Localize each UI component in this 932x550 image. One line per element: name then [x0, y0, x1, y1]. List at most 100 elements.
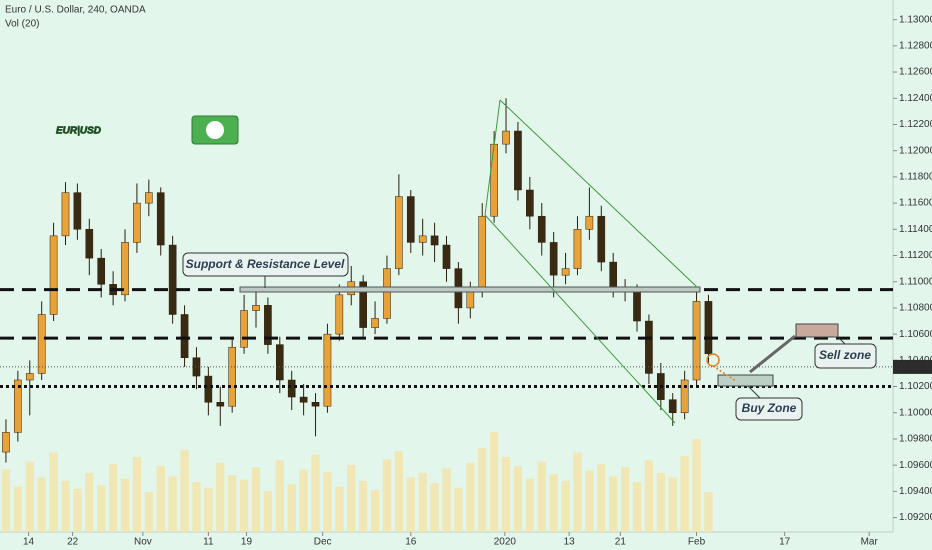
annotation: Buy Zone: [742, 401, 797, 415]
volume-bar: [120, 478, 130, 532]
volume-bar: [573, 452, 582, 532]
volume-bar: [537, 461, 546, 532]
volume-bar: [406, 477, 415, 532]
volume-bar: [228, 475, 237, 532]
volume-bar: [704, 492, 713, 532]
callout-line: [747, 385, 761, 399]
volume-bar: [299, 469, 308, 532]
channel-side: [484, 99, 501, 216]
x-tick-label: 22: [67, 537, 79, 548]
volume-bar: [49, 452, 58, 532]
volume-bar: [358, 480, 368, 532]
volume-bar: [311, 454, 320, 532]
volume-bar: [180, 450, 189, 532]
x-tick-label: 11: [203, 537, 214, 548]
candle-body: [549, 242, 558, 276]
candle-body: [335, 294, 344, 335]
buy-zone-box: [717, 374, 774, 387]
y-tick-label: 1.11400: [899, 224, 932, 235]
arrow-down: [712, 365, 737, 382]
x-tick-label: Dec: [314, 537, 332, 548]
volume-bar: [597, 463, 606, 532]
volume-bar: [37, 477, 46, 532]
volume-bar: [454, 487, 463, 532]
volume-bar: [680, 455, 689, 532]
drawings: Support & Resistance Level Sell zone Buy…: [56, 99, 877, 424]
volume-bar: [323, 471, 332, 532]
volume-bar: [442, 468, 451, 532]
y-tick-label: 1.13000: [899, 14, 932, 25]
volume-bar: [204, 487, 213, 532]
volume-bar: [668, 477, 677, 532]
candle-body: [502, 130, 510, 145]
channel-upper: [499, 99, 698, 288]
volume-bar: [525, 478, 535, 532]
chart-title: Euro / U.S. Dollar, 240, OANDA: [5, 5, 146, 16]
x-tick-label: 13: [564, 537, 576, 548]
candle-body: [371, 318, 379, 328]
candle-body: [418, 235, 427, 243]
y-tick-label: 1.10600: [899, 329, 932, 340]
candle-body: [395, 196, 403, 269]
candle-body: [704, 301, 713, 355]
y-tick-label: 1.12000: [899, 145, 932, 156]
volume-bar: [275, 460, 284, 532]
volume-bar: [287, 484, 296, 532]
candle-body: [692, 301, 701, 381]
candle-body: [49, 235, 58, 315]
candle-body: [526, 189, 534, 217]
volume-bar: [394, 451, 404, 532]
volume-bar: [466, 462, 475, 532]
volume-bar: [418, 472, 427, 532]
volume-bar: [644, 460, 654, 532]
volume-bar: [97, 485, 106, 532]
y-tick-label: 1.10000: [899, 407, 932, 418]
y-tick-label: 1.09800: [899, 434, 932, 445]
volume-bar: [263, 491, 273, 532]
volume-bar: [335, 486, 344, 532]
candle-body: [442, 244, 451, 269]
candle-body: [299, 396, 308, 403]
callout-box: [814, 343, 877, 369]
y-tick-label: 1.11000: [899, 276, 932, 287]
candle-body: [252, 305, 260, 311]
candle-body: [73, 192, 82, 230]
candle-body: [287, 379, 296, 398]
y-tick-label: 1.11200: [899, 250, 932, 261]
candle-body: [156, 192, 165, 246]
volume-bar: [382, 459, 392, 532]
volume-bar: [585, 470, 594, 532]
volume-bar: [192, 482, 201, 532]
candle-body: [97, 257, 106, 285]
volume-bar: [73, 488, 82, 532]
candle-body: [680, 379, 689, 414]
candle-body: [585, 215, 594, 230]
x-tick-label: 16: [405, 537, 417, 548]
volume-bar: [692, 438, 701, 532]
candle-body: [668, 399, 677, 414]
candle-body: [383, 268, 391, 319]
volume-bar: [216, 462, 225, 532]
volume-bar: [144, 492, 154, 532]
volume-bar: [549, 474, 558, 532]
candle-body: [275, 344, 284, 381]
candle-body: [514, 130, 522, 191]
x-tick-label: 14: [23, 537, 35, 548]
candle-body: [204, 375, 213, 403]
candle-body: [2, 432, 10, 453]
annotation: Support & Resistance Level: [186, 257, 345, 271]
x-tick-label: Nov: [134, 537, 152, 548]
candle-body: [85, 229, 94, 259]
candle-body: [537, 215, 546, 243]
volume-bar: [168, 476, 177, 532]
volume-bar: [478, 447, 487, 532]
volume-bar: [632, 482, 642, 532]
y-tick-label: 1.09200: [899, 512, 932, 523]
candle-body: [561, 268, 570, 276]
volume-label: Vol (20): [5, 19, 39, 30]
volume-bar: [430, 483, 439, 532]
volume-bar: [132, 457, 142, 532]
candle-body: [121, 242, 129, 296]
